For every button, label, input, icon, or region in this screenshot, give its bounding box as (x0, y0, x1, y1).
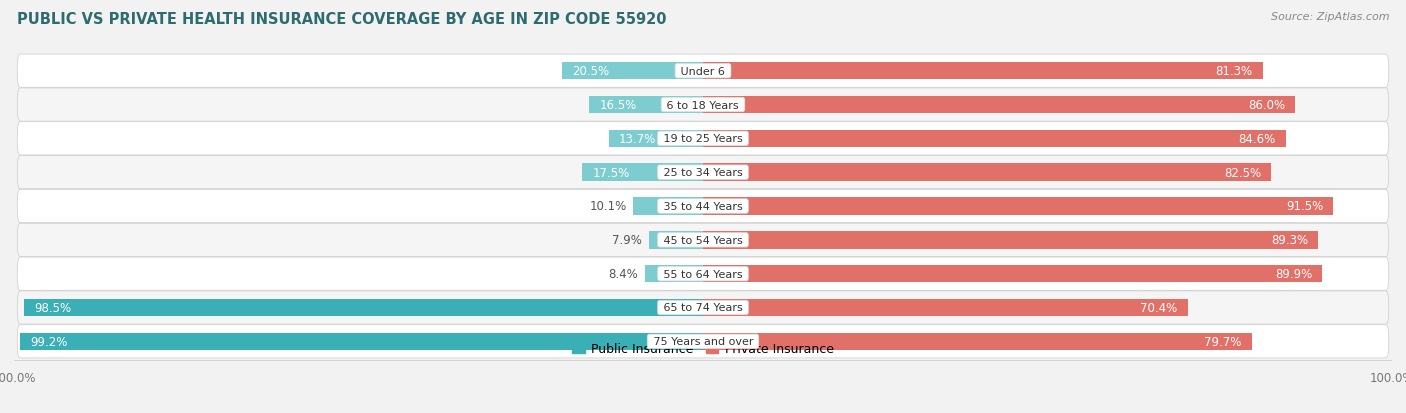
FancyBboxPatch shape (17, 291, 1389, 324)
Bar (648, 231, 703, 249)
Legend: Public Insurance, Private Insurance: Public Insurance, Private Insurance (567, 337, 839, 361)
Text: Source: ZipAtlas.com: Source: ZipAtlas.com (1271, 12, 1389, 22)
Text: 25 to 34 Years: 25 to 34 Years (659, 168, 747, 178)
Text: 6 to 18 Years: 6 to 18 Years (664, 100, 742, 110)
FancyBboxPatch shape (17, 325, 1389, 358)
Text: PUBLIC VS PRIVATE HEALTH INSURANCE COVERAGE BY AGE IN ZIP CODE 55920: PUBLIC VS PRIVATE HEALTH INSURANCE COVER… (17, 12, 666, 27)
Text: 65 to 74 Years: 65 to 74 Years (659, 303, 747, 313)
Bar (589, 97, 703, 114)
Text: Under 6: Under 6 (678, 66, 728, 76)
Bar (703, 231, 1319, 249)
Bar (703, 265, 1323, 283)
Text: 8.4%: 8.4% (609, 268, 638, 280)
Text: 13.7%: 13.7% (619, 133, 657, 145)
Text: 99.2%: 99.2% (30, 335, 67, 348)
Bar (703, 97, 1295, 114)
Bar (609, 130, 703, 148)
FancyBboxPatch shape (17, 224, 1389, 257)
Bar (703, 63, 1263, 80)
Bar (582, 164, 703, 182)
Text: 20.5%: 20.5% (572, 65, 609, 78)
FancyBboxPatch shape (17, 89, 1389, 122)
Text: 84.6%: 84.6% (1239, 133, 1275, 145)
Text: 89.3%: 89.3% (1271, 234, 1308, 247)
FancyBboxPatch shape (17, 123, 1389, 156)
FancyBboxPatch shape (17, 257, 1389, 290)
Bar (703, 198, 1333, 215)
Bar (24, 299, 703, 316)
Bar (20, 333, 703, 350)
Text: 70.4%: 70.4% (1140, 301, 1178, 314)
Text: 81.3%: 81.3% (1216, 65, 1253, 78)
Text: 55 to 64 Years: 55 to 64 Years (659, 269, 747, 279)
Text: 86.0%: 86.0% (1249, 99, 1285, 112)
Text: 89.9%: 89.9% (1275, 268, 1312, 280)
Bar (703, 130, 1286, 148)
Bar (634, 198, 703, 215)
Text: 10.1%: 10.1% (589, 200, 627, 213)
Text: 17.5%: 17.5% (593, 166, 630, 179)
Text: 16.5%: 16.5% (599, 99, 637, 112)
Text: 35 to 44 Years: 35 to 44 Years (659, 202, 747, 211)
Text: 45 to 54 Years: 45 to 54 Years (659, 235, 747, 245)
Text: 82.5%: 82.5% (1223, 166, 1261, 179)
Text: 98.5%: 98.5% (35, 301, 72, 314)
FancyBboxPatch shape (17, 55, 1389, 88)
FancyBboxPatch shape (17, 190, 1389, 223)
Text: 75 Years and over: 75 Years and over (650, 337, 756, 347)
Text: 19 to 25 Years: 19 to 25 Years (659, 134, 747, 144)
FancyBboxPatch shape (17, 156, 1389, 189)
Text: 79.7%: 79.7% (1205, 335, 1241, 348)
Bar (562, 63, 703, 80)
Bar (703, 164, 1271, 182)
Bar (645, 265, 703, 283)
Text: 91.5%: 91.5% (1286, 200, 1323, 213)
Text: 7.9%: 7.9% (612, 234, 641, 247)
Bar (703, 333, 1253, 350)
Bar (703, 299, 1188, 316)
